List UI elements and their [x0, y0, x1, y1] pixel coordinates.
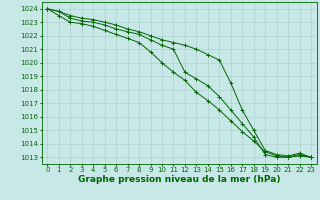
X-axis label: Graphe pression niveau de la mer (hPa): Graphe pression niveau de la mer (hPa)	[78, 175, 280, 184]
